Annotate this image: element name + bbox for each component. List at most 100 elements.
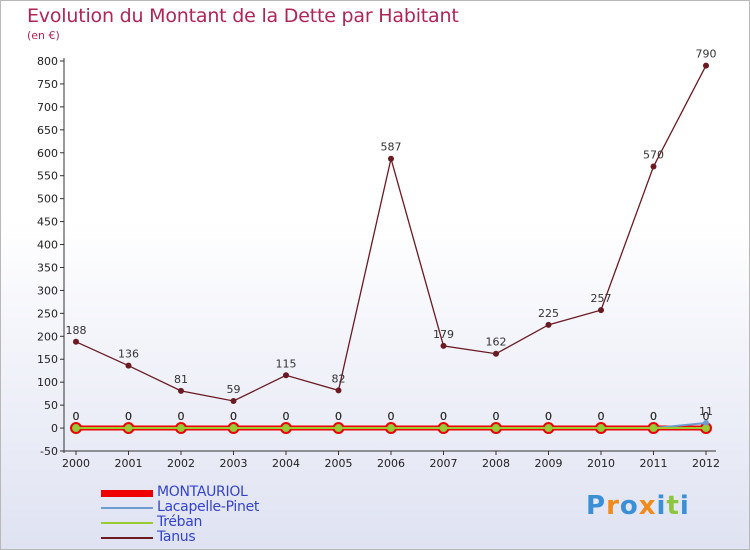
data-label: 0 bbox=[650, 410, 657, 423]
logo-letter: x bbox=[638, 491, 657, 521]
y-tick-label: 700 bbox=[37, 101, 58, 114]
x-tick-label: 2004 bbox=[272, 457, 300, 470]
data-point bbox=[493, 425, 499, 432]
data-label: 0 bbox=[598, 410, 605, 423]
data-label: 0 bbox=[388, 410, 395, 423]
y-tick-label: 350 bbox=[37, 261, 58, 274]
data-point bbox=[598, 425, 604, 432]
y-tick-label: 250 bbox=[37, 307, 58, 320]
series-tanus bbox=[73, 62, 709, 404]
data-point bbox=[545, 425, 552, 432]
x-tick-label: 2005 bbox=[325, 457, 353, 470]
y-tick-label: 300 bbox=[37, 284, 58, 297]
chart-unit: (en €) bbox=[27, 29, 60, 42]
chart-axes: -50 0 50 100 150 200 250 300 350 400 450 500 550 600 6… bbox=[37, 55, 720, 470]
logo-letter: P bbox=[586, 491, 607, 521]
x-tick-label: 2001 bbox=[115, 457, 143, 470]
x-tick-label: 2000 bbox=[62, 457, 90, 470]
data-label: 587 bbox=[381, 141, 402, 154]
data-label: 136 bbox=[118, 348, 139, 361]
data-label: 0 bbox=[283, 410, 290, 423]
logo-letter: o bbox=[619, 491, 639, 521]
data-label: 0 bbox=[335, 410, 342, 423]
y-tick-label: 50 bbox=[44, 399, 58, 412]
legend-swatch bbox=[101, 489, 153, 497]
y-tick-label: 200 bbox=[37, 330, 58, 343]
data-label: 0 bbox=[493, 410, 500, 423]
data-label: 0 bbox=[440, 410, 447, 423]
y-tick-label: 400 bbox=[37, 239, 58, 252]
data-label: 0 bbox=[125, 410, 132, 423]
data-label: 82 bbox=[332, 372, 346, 385]
data-label: 0 bbox=[650, 410, 657, 423]
data-label: 0 bbox=[178, 410, 185, 423]
data-point bbox=[650, 163, 657, 170]
data-point bbox=[598, 307, 604, 314]
data-point bbox=[335, 387, 342, 394]
data-point bbox=[125, 425, 132, 432]
proxiti-logo: Proxiti bbox=[586, 491, 690, 521]
data-label: 0 bbox=[230, 410, 237, 423]
data-label: 570 bbox=[643, 149, 664, 162]
data-label: 0 bbox=[125, 410, 132, 423]
y-tick-label: 600 bbox=[37, 147, 58, 160]
logo-letter: t bbox=[666, 491, 680, 521]
y-tick-label: 450 bbox=[37, 216, 58, 229]
data-label: 0 bbox=[388, 410, 395, 423]
y-tick-label: 100 bbox=[37, 376, 58, 389]
data-label: 0 bbox=[335, 410, 342, 423]
data-label: 11 bbox=[699, 405, 713, 418]
data-label: 0 bbox=[703, 410, 710, 423]
data-label: 0 bbox=[493, 410, 500, 423]
data-point bbox=[178, 387, 184, 394]
data-point bbox=[650, 425, 657, 432]
legend-swatch bbox=[101, 507, 153, 509]
data-label: 0 bbox=[703, 410, 710, 423]
y-tick-label: -50 bbox=[40, 445, 58, 458]
data-point bbox=[703, 420, 709, 427]
data-point bbox=[388, 155, 394, 162]
data-point bbox=[73, 425, 79, 432]
x-tick-label: 2007 bbox=[430, 457, 458, 470]
y-tick-label: 550 bbox=[37, 170, 58, 183]
chart-title: Evolution du Montant de la Dette par Hab… bbox=[27, 5, 459, 27]
data-label: 0 bbox=[388, 410, 395, 423]
data-label: 0 bbox=[283, 410, 290, 423]
data-point bbox=[440, 425, 447, 432]
data-point bbox=[230, 425, 237, 432]
data-label: 0 bbox=[283, 410, 290, 423]
y-tick-label: 750 bbox=[37, 78, 58, 91]
x-tick-label: 2011 bbox=[640, 457, 668, 470]
y-tick-label: 500 bbox=[37, 193, 58, 206]
data-label: 0 bbox=[73, 410, 80, 423]
x-tick-label: 2003 bbox=[220, 457, 248, 470]
data-label: 0 bbox=[545, 410, 552, 423]
data-point bbox=[703, 62, 709, 69]
data-label: 0 bbox=[598, 410, 605, 423]
data-label: 179 bbox=[433, 328, 454, 341]
x-tick-label: 2009 bbox=[535, 457, 563, 470]
y-tick-label: 0 bbox=[51, 422, 58, 435]
data-label: 0 bbox=[178, 410, 185, 423]
series-layer bbox=[70, 62, 712, 435]
legend-swatch bbox=[101, 537, 153, 539]
x-tick-label: 2008 bbox=[482, 457, 510, 470]
legend-label: Tréban bbox=[157, 514, 203, 530]
data-point bbox=[283, 372, 289, 379]
x-tick-label: 2002 bbox=[167, 457, 195, 470]
y-tick-label: 650 bbox=[37, 124, 58, 137]
logo-letter: i bbox=[656, 491, 667, 521]
data-label: 0 bbox=[230, 410, 237, 423]
x-tick-label: 2010 bbox=[587, 457, 615, 470]
data-label: 0 bbox=[545, 410, 552, 423]
data-label: 790 bbox=[696, 48, 717, 61]
x-tick-label: 2012 bbox=[692, 457, 720, 470]
data-point bbox=[73, 338, 79, 345]
data-label: 0 bbox=[73, 410, 80, 423]
data-label: 225 bbox=[538, 307, 559, 320]
data-label: 115 bbox=[276, 357, 297, 370]
legend-label: Tanus bbox=[157, 529, 196, 545]
data-point bbox=[388, 425, 394, 432]
legend-label: Lacapelle-Pinet bbox=[157, 499, 260, 515]
data-label: 257 bbox=[591, 292, 612, 305]
